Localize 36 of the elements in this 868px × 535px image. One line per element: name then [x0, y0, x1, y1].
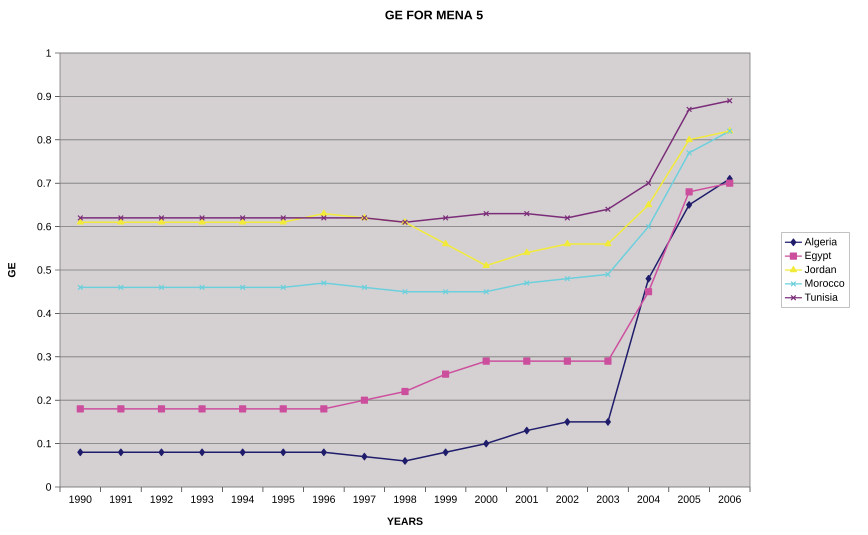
x-tick-label: 2006 — [718, 496, 741, 503]
x-tick-label: 1995 — [272, 496, 294, 503]
x-tick-label: 1999 — [434, 496, 457, 503]
x-tick-label: 1990 — [69, 496, 92, 503]
y-tick-label: 0.2 — [37, 396, 51, 404]
x-tick-label: 1998 — [394, 496, 416, 503]
y-tick-label: 0.8 — [37, 136, 52, 144]
x-tick-label: 1994 — [232, 496, 254, 503]
x-tick-label: 2005 — [678, 496, 700, 503]
legend-label: Jordan — [804, 265, 836, 274]
legend-label: Egypt — [805, 252, 832, 262]
x-tick-label: 1996 — [312, 496, 335, 503]
chart-title: GE FOR MENA 5 — [385, 10, 483, 20]
y-tick-label: 0.1 — [37, 440, 51, 448]
y-tick-label: 0.3 — [37, 353, 52, 361]
y-tick-label: 0.7 — [37, 180, 51, 187]
legend-label: Morocco — [805, 280, 844, 287]
legend-label: Algeria — [804, 238, 838, 248]
x-tick-label: 2004 — [637, 496, 660, 503]
x-tick-label: 1997 — [354, 496, 376, 503]
y-axis-title: GE — [8, 262, 16, 278]
x-tick-label: 1991 — [110, 496, 132, 503]
x-tick-label: 2003 — [596, 496, 620, 503]
y-tick-label: 0.5 — [37, 266, 52, 274]
x-tick-label: 2000 — [475, 496, 498, 503]
y-tick-label: 0.4 — [37, 310, 52, 318]
y-tick-label: 1 — [46, 49, 51, 57]
y-tick-label: 0 — [46, 483, 52, 491]
x-tick-label: 2002 — [556, 496, 578, 503]
y-tick-label: 0.6 — [37, 222, 52, 230]
y-tick-label: 0.9 — [37, 92, 51, 100]
x-tick-label: 2001 — [516, 496, 538, 503]
x-tick-label: 1992 — [150, 496, 173, 503]
x-axis-title: YEARS — [387, 518, 423, 525]
x-tick-label: 1993 — [191, 496, 214, 503]
legend-label: Tunisia — [804, 293, 838, 301]
